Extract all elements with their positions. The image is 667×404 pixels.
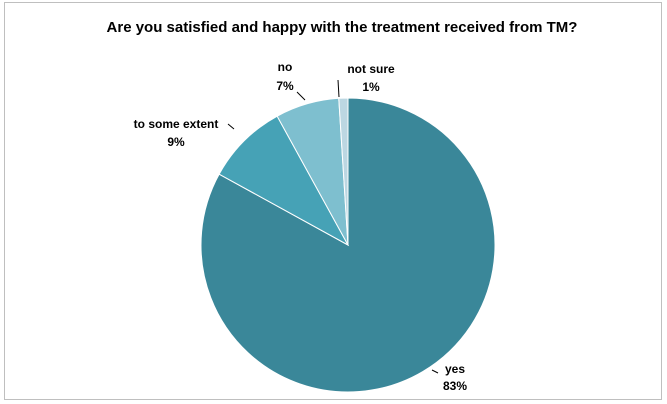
leader-line — [337, 79, 340, 98]
leader-lines — [227, 79, 439, 374]
category-label: yes — [445, 362, 465, 376]
percent-label: 83% — [443, 379, 467, 393]
pie-slice-to-some-extent — [218, 115, 350, 247]
category-label: no — [278, 60, 293, 74]
pie-slice-not-sure — [338, 97, 349, 246]
pie-slices — [200, 97, 496, 393]
leader-line — [227, 123, 235, 130]
percent-label: 1% — [362, 80, 380, 94]
category-label: to some extent — [134, 117, 219, 131]
leader-line — [296, 91, 306, 101]
percent-label: 9% — [167, 135, 185, 149]
percent-label: 7% — [276, 79, 294, 93]
category-label: not sure — [347, 62, 395, 76]
leader-line — [431, 369, 439, 374]
chart-title: Are you satisfied and happy with the tre… — [107, 19, 578, 36]
data-labels: yes 83% to some extent 9% no 7% not sure 1% — [134, 60, 468, 393]
